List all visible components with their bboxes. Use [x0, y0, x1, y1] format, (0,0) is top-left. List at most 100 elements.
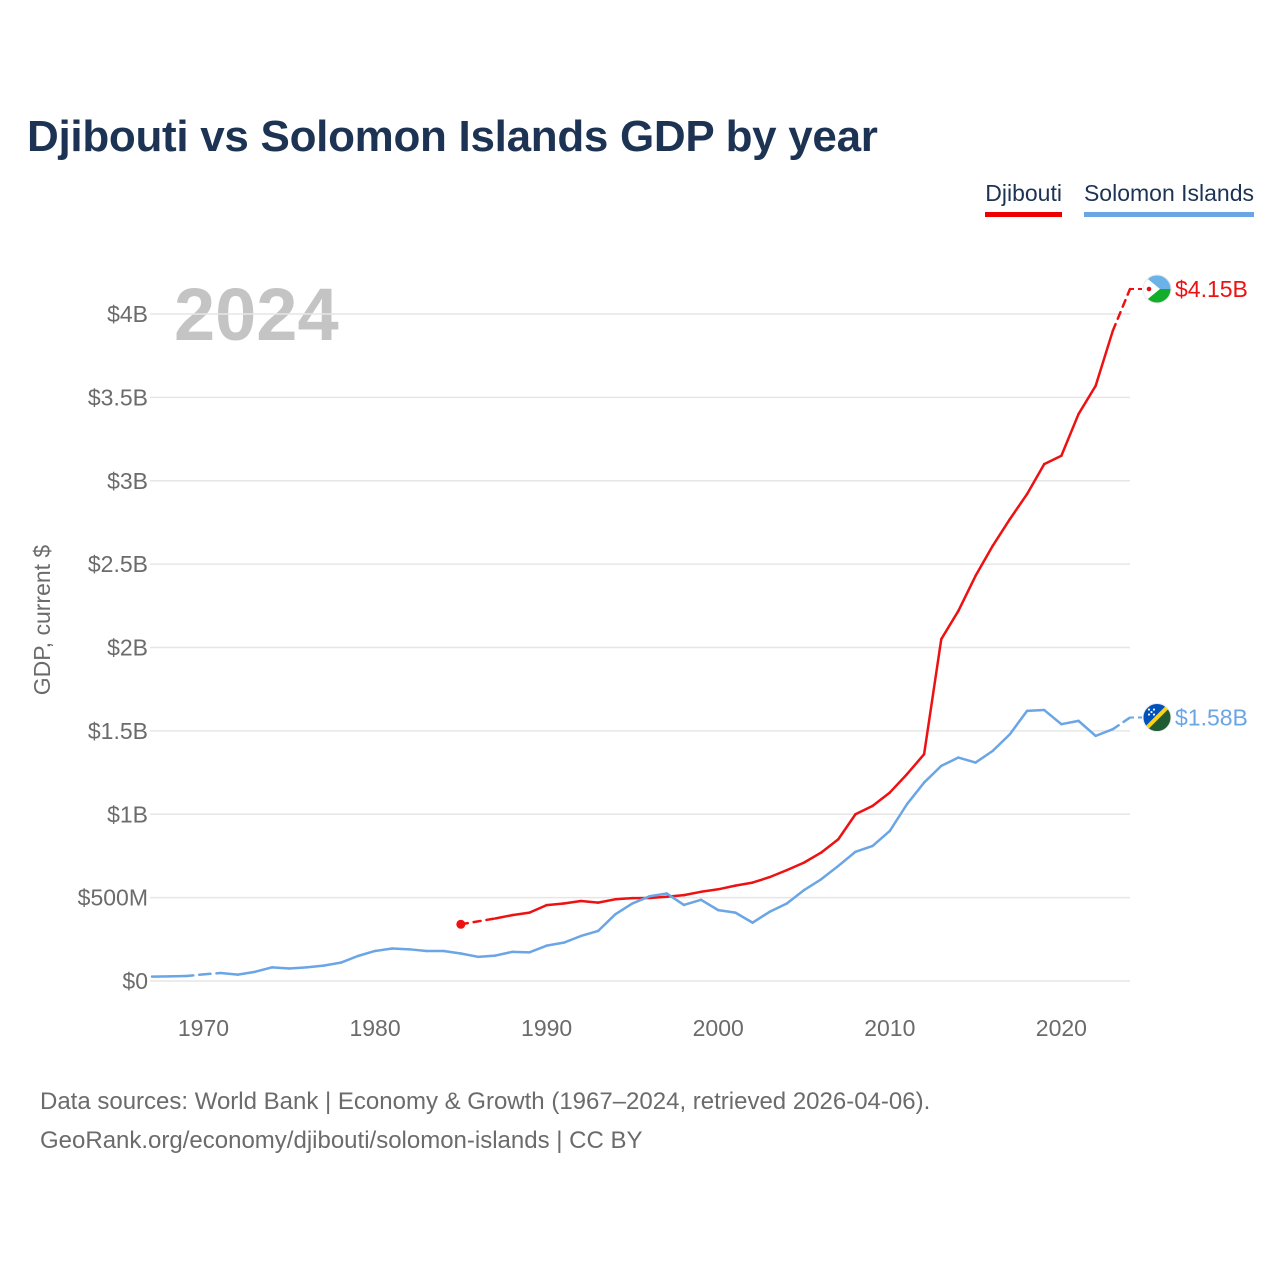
series-line-segment	[648, 895, 668, 900]
series-line-segment	[202, 971, 222, 976]
series-line-segment	[1111, 287, 1132, 332]
solomon-islands-flag-icon	[1142, 703, 1172, 733]
series-line-segment	[751, 910, 771, 924]
y-tick-label: $3B	[107, 468, 148, 494]
series-line-segment	[562, 934, 583, 944]
series-line-segment	[974, 544, 994, 578]
series-line-segment	[596, 913, 617, 933]
series-line-segment	[1060, 719, 1080, 726]
series-end-label: $1.58B	[1175, 705, 1248, 731]
series-line-segment	[339, 954, 360, 964]
legend-item-solomon-islands[interactable]: Solomon Islands	[1083, 180, 1254, 217]
series-line-segment	[614, 896, 634, 901]
series-start-point	[456, 919, 466, 929]
series-line-segment	[802, 878, 823, 892]
x-tick-label: 1980	[349, 1015, 400, 1041]
series-line-segment	[356, 949, 377, 958]
series-line-segment	[957, 756, 977, 764]
series-line-segment	[476, 954, 497, 959]
series-line-segment	[1042, 708, 1063, 726]
series-line-segment	[716, 908, 737, 914]
series-line-segment	[528, 944, 548, 954]
series-line-segment	[888, 802, 909, 833]
series-line-segment	[511, 950, 531, 954]
series-line-segment	[648, 892, 668, 898]
series-line-segment	[819, 838, 840, 854]
series-line-segment	[854, 804, 874, 816]
x-tick-label: 2010	[864, 1015, 915, 1041]
data-source-note: Data sources: World Bank | Economy & Gro…	[40, 1088, 931, 1115]
series-line-segment	[991, 517, 1012, 548]
series-line-segment	[716, 884, 737, 891]
series-line-segment	[802, 851, 823, 864]
series-line-segment	[545, 941, 566, 947]
series-line-segment	[957, 574, 977, 613]
series-line-segment	[185, 973, 205, 978]
legend: Djibouti Solomon Islands	[985, 180, 1254, 217]
series-line-segment	[390, 947, 411, 951]
series-line-segment	[1008, 709, 1029, 736]
series-line-segment	[751, 875, 771, 884]
series-line-segment	[253, 966, 274, 974]
series-line-segment	[631, 895, 651, 905]
x-tick-label: 1990	[521, 1015, 572, 1041]
series-end-label: $4.15B	[1175, 276, 1248, 302]
series-line-segment	[905, 752, 926, 776]
series-line-segment	[1042, 454, 1063, 466]
y-tick-label: $3.5B	[88, 384, 148, 410]
series-line-segment	[373, 947, 394, 953]
series-line-segment	[699, 888, 720, 894]
series-line-segment	[665, 892, 686, 907]
series-line-segment	[1025, 462, 1046, 496]
series-line-segment	[1094, 727, 1115, 738]
series-line-segment	[1077, 384, 1097, 416]
x-tick-label: 1970	[178, 1015, 229, 1041]
series-line-segment	[768, 902, 789, 914]
y-tick-label: $4B	[107, 301, 148, 327]
series-line-segment	[219, 971, 240, 976]
series-line-segment	[305, 964, 325, 969]
legend-item-djibouti[interactable]: Djibouti	[985, 180, 1062, 217]
series-line-segment	[905, 781, 926, 806]
series-line-segment	[493, 950, 514, 957]
series-line-segment	[511, 911, 531, 917]
series-line-segment	[768, 868, 789, 879]
series-line-segment	[699, 898, 720, 912]
series-line-segment	[734, 911, 754, 924]
source-link[interactable]: GeoRank.org/economy/djibouti/solomon-isl…	[40, 1127, 643, 1154]
series-line-segment	[614, 902, 634, 916]
y-tick-label: $1B	[107, 801, 148, 827]
series-line-segment	[837, 850, 857, 868]
series-line-segment	[871, 829, 892, 848]
series-line-segment	[1077, 719, 1097, 738]
series-line-segment	[819, 864, 840, 881]
y-tick-label: $0	[122, 968, 148, 994]
series-line-segment	[785, 861, 806, 872]
series-line-segment	[459, 952, 480, 959]
series-line-segment	[940, 756, 960, 768]
series-line-segment	[288, 966, 308, 970]
series-line-segment	[888, 772, 909, 794]
series-line-segment	[1008, 492, 1029, 521]
djibouti-flag-icon	[1142, 274, 1172, 304]
y-tick-label: $2.5B	[88, 551, 148, 577]
series-line-segment	[1025, 708, 1046, 713]
series-line-segment	[734, 881, 754, 887]
series-line-segment	[408, 948, 428, 953]
series-line-segment	[991, 732, 1012, 753]
series-line-segment	[459, 917, 497, 926]
series-line-segment	[236, 970, 257, 976]
series-line-segment	[545, 902, 566, 907]
series-line-segment	[579, 929, 600, 938]
chart-title: Djibouti vs Solomon Islands GDP by year	[27, 112, 878, 161]
series-line-segment	[682, 898, 703, 907]
series-line-segment	[270, 966, 291, 970]
series-line-segment	[837, 813, 857, 841]
x-tick-label: 2020	[1036, 1015, 1087, 1041]
series-line-segment	[493, 913, 514, 920]
series-line-segment	[1111, 716, 1132, 731]
series-line-segment	[1094, 329, 1115, 387]
y-tick-label: $1.5B	[88, 718, 148, 744]
series-line-segment	[922, 764, 943, 784]
